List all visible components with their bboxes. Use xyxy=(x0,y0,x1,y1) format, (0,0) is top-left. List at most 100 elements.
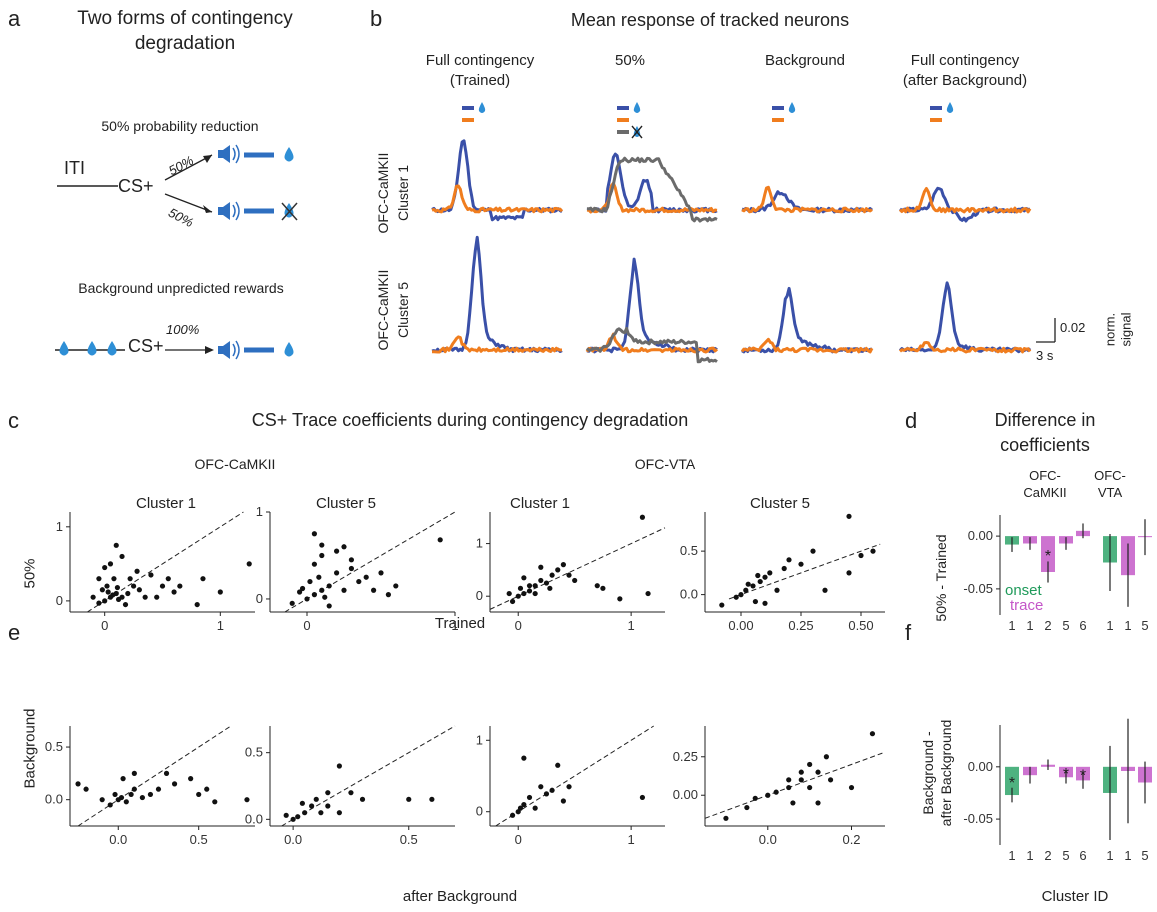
data-point xyxy=(154,594,160,600)
data-point xyxy=(393,583,399,589)
data-point xyxy=(385,592,391,598)
x-tick-label: 0.5 xyxy=(400,832,418,847)
trace-gray xyxy=(585,326,718,364)
data-point xyxy=(823,754,829,760)
data-point xyxy=(311,531,317,537)
data-point xyxy=(538,577,544,584)
data-point xyxy=(123,799,129,805)
x-tick-label: 6 xyxy=(1079,848,1086,863)
significance-star: * xyxy=(1080,768,1086,785)
x-tick-label: 0.0 xyxy=(109,832,127,847)
x-tick-label: 1 xyxy=(1124,618,1131,633)
identity-line xyxy=(77,725,232,827)
data-point xyxy=(244,797,250,803)
data-point xyxy=(526,583,533,589)
data-point xyxy=(128,791,134,798)
data-point xyxy=(188,776,194,782)
data-point xyxy=(429,796,435,802)
data-point xyxy=(99,587,105,593)
speaker-icon xyxy=(218,144,240,164)
significance-star: * xyxy=(1045,548,1051,565)
trace-blue xyxy=(898,281,1032,354)
x-tick-label: 1 xyxy=(1106,618,1113,633)
a-subtitle-1: 50% probability reduction xyxy=(101,118,259,134)
data-point xyxy=(131,786,137,792)
data-point xyxy=(807,761,813,768)
c-panel1-title: Cluster 1 xyxy=(135,495,197,512)
data-point xyxy=(319,552,325,559)
x-tick-label: 0.2 xyxy=(842,832,860,847)
data-point xyxy=(316,574,322,580)
trace-orange xyxy=(898,341,1032,354)
data-point xyxy=(767,570,773,576)
y-tick-label: 0.25 xyxy=(673,749,698,764)
data-point xyxy=(297,589,303,595)
d-legend-trace: trace xyxy=(1010,597,1044,614)
data-point xyxy=(212,799,218,805)
data-point xyxy=(555,567,561,573)
c-group2: OFC-VTA xyxy=(634,456,696,472)
identity-line xyxy=(495,725,654,827)
data-point xyxy=(790,800,796,806)
x-tick-label: 1 xyxy=(1026,618,1033,633)
y-tick-label: 0 xyxy=(56,593,63,608)
data-point xyxy=(521,755,527,761)
data-point xyxy=(848,784,855,791)
data-point xyxy=(90,594,96,600)
data-point xyxy=(774,587,780,593)
data-point xyxy=(311,561,317,567)
panel-label-d: d xyxy=(905,408,918,433)
y-tick-label: 0.0 xyxy=(680,587,698,602)
data-point xyxy=(107,802,113,808)
data-point xyxy=(846,513,852,519)
c-panel2-title: Cluster 5 xyxy=(315,495,377,512)
data-point xyxy=(334,548,340,554)
data-point xyxy=(127,576,133,582)
data-point xyxy=(719,602,725,608)
data-point xyxy=(283,812,289,818)
data-point xyxy=(757,578,763,585)
data-point xyxy=(165,576,171,582)
water-drop-icon xyxy=(284,147,294,162)
data-point xyxy=(560,562,566,568)
data-point xyxy=(118,794,125,801)
data-point xyxy=(246,561,252,567)
data-point xyxy=(371,587,377,593)
data-point xyxy=(104,583,110,589)
data-point xyxy=(163,770,170,776)
speaker-icon xyxy=(218,201,240,221)
data-point xyxy=(517,805,524,811)
data-point xyxy=(171,589,177,595)
b-scale-x: 3 s xyxy=(1036,348,1054,363)
x-tick-label: 0 xyxy=(515,832,522,847)
x-tick-label: 1 xyxy=(628,618,635,633)
x-tick-label: 2 xyxy=(1044,848,1051,863)
trace-gray xyxy=(586,156,718,223)
data-point xyxy=(319,542,325,548)
data-point xyxy=(289,600,295,606)
b-cond1-line1: Full contingency xyxy=(425,52,535,69)
data-point xyxy=(307,578,313,585)
data-point xyxy=(549,787,555,793)
d-group1-line1: OFC- xyxy=(1029,468,1061,483)
data-point xyxy=(334,570,340,576)
data-point xyxy=(762,574,768,580)
data-point xyxy=(594,583,600,589)
data-point xyxy=(798,769,804,775)
y-tick-label: 1 xyxy=(56,519,63,534)
data-point xyxy=(547,585,553,591)
x-tick-label: 0.5 xyxy=(190,832,208,847)
data-point xyxy=(313,796,319,802)
data-point xyxy=(96,600,102,606)
data-point xyxy=(572,577,578,584)
x-tick-label: 5 xyxy=(1141,848,1148,863)
data-point xyxy=(309,803,315,809)
data-point xyxy=(326,583,332,589)
data-point xyxy=(356,578,362,585)
x-tick-label: 0.0 xyxy=(759,832,777,847)
y-tick-label: 0.00 xyxy=(673,787,698,802)
data-point xyxy=(326,603,332,609)
data-point xyxy=(781,565,787,572)
data-point xyxy=(319,587,325,593)
